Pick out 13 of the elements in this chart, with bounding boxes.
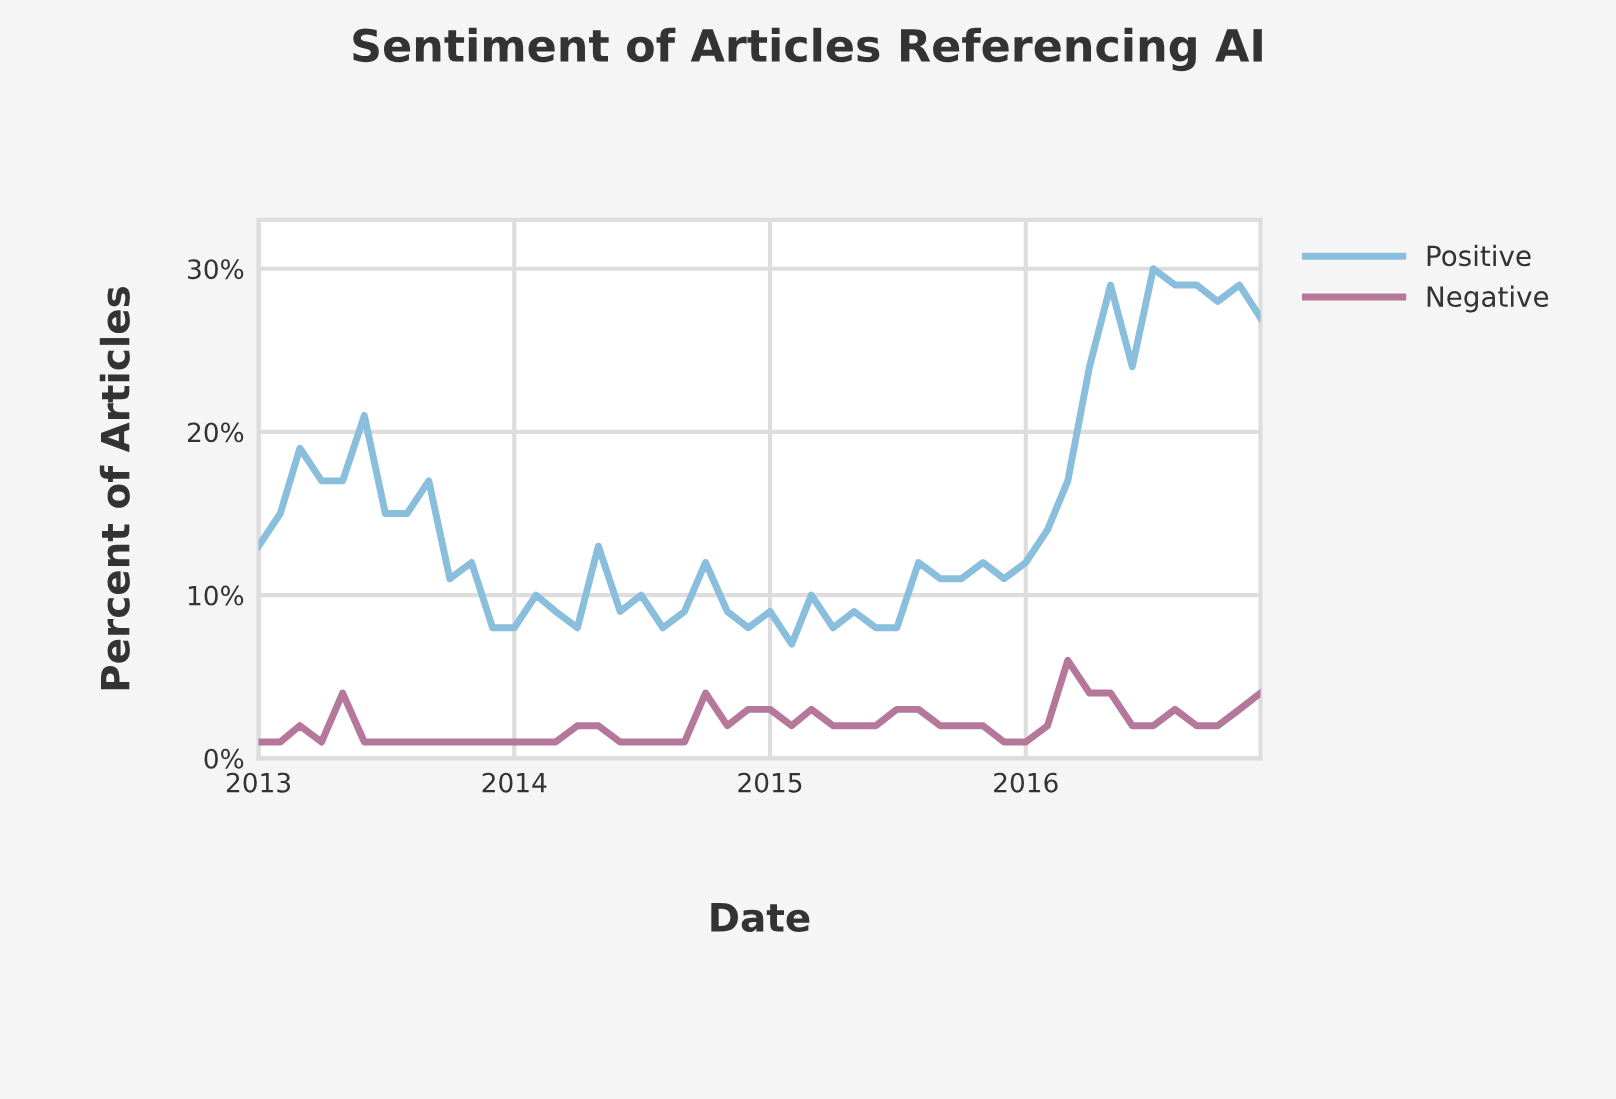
chart-title: Sentiment of Articles Referencing AI	[353, 27, 1262, 72]
y-axis-title: Percent of Articles	[99, 287, 130, 690]
y-tick-label: 0%	[204, 748, 244, 769]
x-tick-label: 2014	[482, 772, 547, 793]
legend-label: Positive	[1427, 244, 1531, 267]
x-tick-label: 2013	[226, 772, 291, 793]
legend-label: Negative	[1427, 285, 1549, 313]
x-axis-title: Date	[711, 903, 810, 933]
x-tick-label: 2015	[738, 772, 802, 793]
x-tick-label: 2016	[994, 772, 1058, 793]
y-tick-label: 10%	[188, 585, 244, 606]
y-tick-label: 20%	[187, 422, 244, 443]
y-tick-label: 30%	[188, 259, 244, 280]
